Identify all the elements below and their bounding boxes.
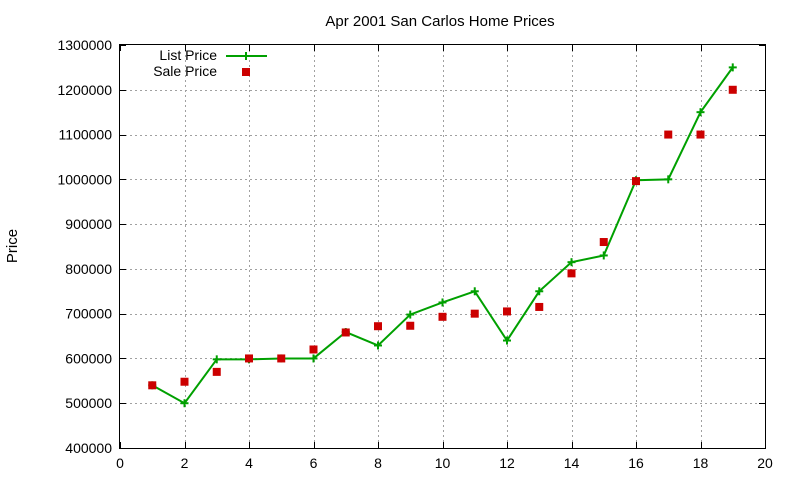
list-price-point	[503, 336, 511, 345]
y-tick-label: 1300000	[57, 37, 112, 53]
legend: List Price Sale Price	[153, 47, 267, 79]
x-tick-label: 20	[757, 455, 773, 471]
sale-price-point	[148, 381, 157, 390]
y-tick-label: 800000	[65, 261, 112, 277]
axis-ticks	[120, 45, 766, 449]
x-tick-label: 4	[245, 455, 253, 471]
plot-frame	[119, 44, 766, 449]
x-tick-label: 14	[564, 455, 580, 471]
sale-price-point	[309, 345, 318, 354]
sale-price-point	[212, 367, 221, 376]
legend-marker-sale-price	[242, 68, 250, 76]
sale-price-point	[632, 177, 640, 186]
sale-price-point	[277, 354, 286, 363]
x-tick-label: 2	[181, 455, 189, 471]
y-tick-label: 1000000	[57, 171, 112, 187]
sale-price-point	[406, 321, 415, 330]
list-price-point	[535, 287, 544, 296]
y-axis-label: Price	[4, 229, 21, 263]
sale-price-point	[438, 312, 447, 321]
list-price-line	[151, 66, 734, 405]
x-tick-labels: 0 2 4 6 8 10 12 14 16 18 20	[116, 455, 773, 471]
list-price-point	[728, 63, 737, 72]
list-price-point	[212, 355, 221, 364]
sale-price-point	[341, 328, 350, 337]
legend-label-list-price: List Price	[159, 47, 217, 63]
sale-price-point	[374, 322, 382, 331]
y-tick-labels: 400000 500000 600000 700000 800000 900000 1000…	[57, 37, 112, 456]
chart-title: Apr 2001 San Carlos Home Prices	[325, 13, 554, 30]
y-tick-label: 1100000	[59, 127, 113, 143]
legend-marker-list-price	[242, 52, 250, 60]
list-price-point	[599, 251, 608, 260]
sale-price-point	[696, 130, 705, 139]
x-tick-label: 0	[116, 455, 124, 471]
x-tick-label: 10	[435, 455, 451, 471]
list-price-point	[309, 354, 318, 363]
y-tick-label: 500000	[65, 395, 112, 411]
list-price-point	[438, 298, 447, 307]
y-tick-label: 400000	[65, 440, 112, 456]
x-tick-label: 16	[628, 455, 644, 471]
legend-square-marker	[242, 68, 250, 76]
x-tick-label: 8	[374, 455, 382, 471]
list-price-point	[696, 108, 705, 117]
y-tick-label: 600000	[65, 350, 112, 366]
sale-price-point	[470, 309, 479, 318]
y-tick-label: 700000	[65, 306, 112, 322]
list-price-point	[567, 258, 576, 267]
legend-label-sale-price: Sale Price	[153, 63, 217, 79]
list-price-point	[664, 175, 673, 184]
legend-plus-marker	[242, 52, 250, 60]
sale-price-point	[728, 85, 737, 94]
grid-lines	[120, 45, 765, 448]
y-tick-label: 900000	[65, 216, 112, 232]
sale-price-point	[599, 238, 608, 247]
sale-price-point	[180, 377, 189, 386]
sale-price-point	[664, 130, 673, 139]
y-tick-label: 1200000	[57, 82, 112, 98]
list-price-point	[470, 287, 479, 296]
list-price-point	[180, 399, 189, 408]
x-tick-label: 6	[310, 455, 318, 471]
x-tick-label: 12	[499, 455, 515, 471]
sale-price-point	[567, 269, 576, 278]
list-price-point	[374, 341, 382, 350]
sale-price-point	[535, 302, 544, 311]
sale-price-point	[503, 307, 511, 316]
list-price-point	[406, 310, 415, 319]
series-layer	[148, 63, 737, 408]
sale-price-point	[245, 354, 253, 363]
x-tick-label: 18	[693, 455, 709, 471]
